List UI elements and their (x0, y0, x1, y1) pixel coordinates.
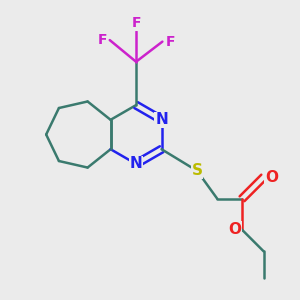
Text: O: O (228, 222, 241, 237)
Text: O: O (265, 169, 278, 184)
Text: S: S (192, 164, 203, 178)
Text: F: F (131, 16, 141, 30)
Text: N: N (155, 112, 168, 127)
Text: F: F (165, 34, 175, 49)
Text: N: N (130, 156, 142, 171)
Text: F: F (97, 33, 107, 47)
